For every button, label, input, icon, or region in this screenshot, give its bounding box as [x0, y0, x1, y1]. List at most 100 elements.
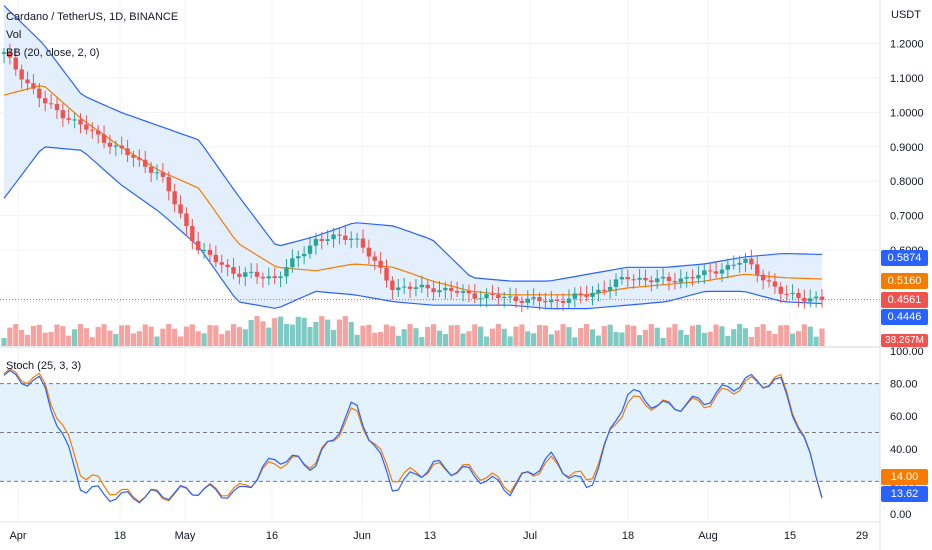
volume-bar [342, 316, 348, 346]
price-axis[interactable]: 1.20001.10001.00000.90000.80000.70000.60… [890, 39, 924, 258]
candle-body [419, 284, 425, 288]
candle-body [655, 278, 660, 283]
candle-body [755, 264, 760, 275]
stochastic-band-fill [0, 383, 880, 482]
volume-bar [589, 329, 596, 346]
candle-body [25, 79, 30, 84]
volume-bar [266, 327, 272, 346]
stoch-tick-label: 80.00 [890, 379, 918, 391]
candle-body [702, 270, 707, 276]
volume-bar [24, 334, 31, 346]
candle-body [343, 235, 348, 241]
volume-bar [489, 328, 496, 346]
time-tick-label: Apr [9, 530, 26, 542]
candle-body [260, 276, 266, 279]
candle-body [496, 294, 501, 299]
volume-bar [754, 326, 760, 346]
candle-body [766, 280, 772, 282]
candle-body [743, 258, 748, 263]
volume-bar [107, 330, 113, 346]
stochastic-pane[interactable] [0, 367, 880, 504]
volume-bar [742, 328, 749, 346]
volume-bars [1, 316, 825, 346]
candle-body [301, 253, 307, 257]
volume-bar [295, 316, 301, 346]
candle-body [449, 287, 454, 291]
volume-bar [54, 324, 60, 346]
volume-bar [625, 324, 631, 346]
candle-body [572, 293, 578, 299]
volume-bar [601, 326, 607, 346]
candle-body [725, 264, 731, 270]
stoch-tick-label: 100.00 [890, 346, 924, 358]
candle-body [72, 119, 77, 121]
candle-body [325, 239, 330, 241]
volume-bar [595, 335, 601, 346]
candle-body [813, 296, 819, 299]
volume-bar [372, 332, 378, 346]
time-tick-label: Jul [523, 530, 537, 542]
volume-bar [66, 335, 72, 346]
volume-bar [177, 336, 184, 346]
volume-bar [401, 329, 407, 346]
symbol-title[interactable]: Cardano / TetherUS, 1D, BINANCE [6, 11, 179, 23]
candlesticks [1, 43, 825, 313]
volume-legend[interactable]: Vol [6, 29, 22, 41]
bollinger-legend[interactable]: BB (20, close, 2, 0) [6, 47, 100, 59]
candle-body [390, 280, 395, 290]
volume-bar [1, 338, 7, 346]
volume-bar [336, 319, 343, 346]
candle-body [119, 145, 124, 149]
candle-body [1, 52, 7, 54]
candle-body [543, 300, 548, 303]
stochastic-k-line [3, 369, 823, 504]
volume-bar [119, 325, 125, 346]
price-pane[interactable] [0, 5, 880, 346]
volume-bar [113, 334, 119, 346]
time-tick-label: May [175, 530, 196, 542]
candle-body [737, 262, 742, 265]
volume-bar [19, 329, 25, 346]
candle-body [578, 293, 583, 295]
time-axis[interactable]: Apr 18 May 16 Jun 13 Jul 18 Aug 15 29 [9, 530, 868, 542]
volume-bar [454, 325, 460, 346]
candle-body [13, 57, 18, 70]
candle-body [360, 238, 366, 248]
volume-bar [719, 326, 725, 346]
candle-body [166, 176, 171, 192]
candle-body [178, 204, 183, 214]
volume-bar [760, 324, 766, 346]
candle-body [48, 103, 54, 105]
bb-upper-tag: 0.5874 [881, 250, 928, 266]
volume-bar [248, 320, 254, 346]
volume-bar [819, 328, 825, 346]
volume-bar [430, 324, 437, 346]
candle-body [472, 293, 477, 299]
volume-bar [737, 324, 743, 346]
volume-bar [519, 324, 525, 346]
candle-body [231, 267, 236, 274]
volume-bar [172, 328, 178, 346]
candle-body [172, 191, 177, 205]
volume-bar [672, 324, 678, 346]
volume-bar [13, 324, 19, 346]
candle-body [366, 247, 372, 257]
volume-bar [36, 324, 42, 346]
candle-body [384, 267, 389, 281]
candle-body [7, 52, 13, 58]
candle-body [713, 271, 719, 274]
candle-body [42, 98, 48, 104]
candle-body [396, 287, 401, 290]
candle-body [513, 296, 519, 301]
candle-body [248, 271, 254, 273]
volume-bar [666, 327, 672, 346]
candle-body [666, 276, 672, 282]
volume-bar [631, 325, 637, 346]
volume-bar [101, 324, 107, 346]
candle-body [378, 260, 383, 268]
price-tick-label: 0.8000 [890, 176, 924, 188]
candle-body [637, 277, 642, 280]
candle-body [613, 279, 619, 287]
stochastic-legend[interactable]: Stoch (25, 3, 3) [6, 360, 82, 372]
